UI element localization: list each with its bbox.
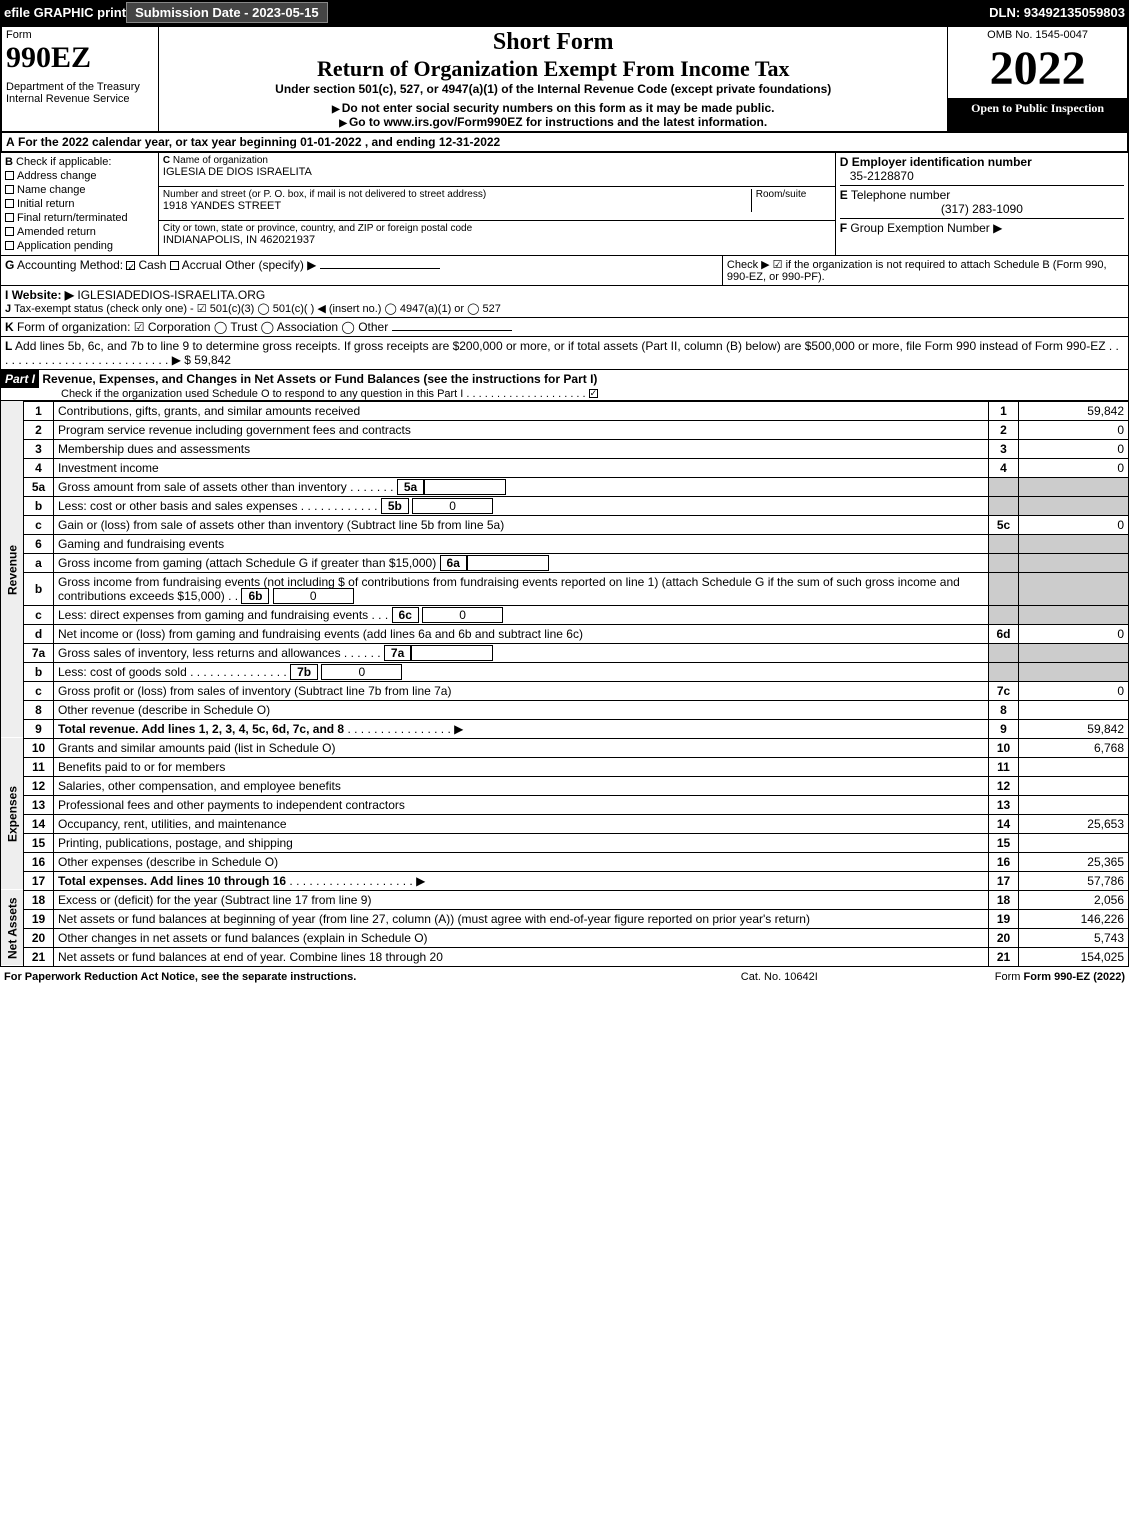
section-h: Check ▶ ☑ if the organization is not req… (727, 258, 1124, 283)
footer: For Paperwork Reduction Act Notice, see … (0, 967, 1129, 987)
section-l: L Add lines 5b, 6c, and 7b to line 9 to … (1, 336, 1129, 369)
topbar: efile GRAPHIC print Submission Date - 20… (0, 0, 1129, 25)
section-j: J Tax-exempt status (check only one) - ☑… (5, 302, 1124, 315)
part1-checktext: Check if the organization used Schedule … (1, 388, 1128, 400)
section-i[interactable]: I Website: ▶ IGLESIADEDIOS-ISRAELITA.ORG (5, 288, 1124, 302)
section-a: A For the 2022 calendar year, or tax yea… (0, 133, 1129, 152)
open-public-badge: Open to Public Inspection (948, 99, 1128, 132)
part1-table: Revenue 1Contributions, gifts, grants, a… (0, 401, 1129, 967)
form-word: Form (6, 29, 154, 41)
ein: 35-2128870 (840, 169, 1124, 183)
phone: (317) 283-1090 (840, 202, 1124, 216)
org-name: IGLESIA DE DIOS ISRAELITA (163, 166, 831, 178)
tax-year: 2022 (952, 41, 1123, 96)
street: 1918 YANDES STREET (163, 200, 751, 212)
omb-no: OMB No. 1545-0047 (952, 29, 1123, 41)
submission-date-btn[interactable]: Submission Date - 2023-05-15 (126, 2, 328, 23)
form-header: Form 990EZ Department of the Treasury In… (0, 25, 1129, 133)
efile-label: efile GRAPHIC print (4, 5, 126, 20)
city-state-zip: INDIANAPOLIS, IN 462021937 (163, 234, 831, 246)
ssn-warning: Do not enter social security numbers on … (163, 101, 943, 115)
expenses-group-label: Expenses (1, 738, 24, 890)
part1-badge: Part I (1, 370, 39, 388)
subtitle: Under section 501(c), 527, or 4947(a)(1)… (163, 82, 943, 96)
netassets-group-label: Net Assets (1, 890, 24, 966)
part1-title: Revenue, Expenses, and Changes in Net As… (42, 372, 597, 386)
dept-label: Department of the Treasury Internal Reve… (6, 81, 154, 105)
entity-info-table: B Check if applicable: Address change Na… (0, 152, 1129, 256)
short-form-title: Short Form (163, 29, 943, 56)
form-number: 990EZ (6, 41, 154, 75)
revenue-group-label: Revenue (1, 401, 24, 738)
dln-label: DLN: 93492135059803 (989, 5, 1125, 20)
section-b-checkboxes: B Check if applicable: Address change Na… (1, 152, 159, 255)
main-title: Return of Organization Exempt From Incom… (163, 56, 943, 82)
section-k: K Form of organization: ☑ Corporation ◯ … (1, 317, 1129, 336)
goto-link[interactable]: Go to www.irs.gov/Form990EZ for instruct… (163, 115, 943, 129)
section-g: G Accounting Method: Cash Accrual Other … (5, 258, 718, 272)
